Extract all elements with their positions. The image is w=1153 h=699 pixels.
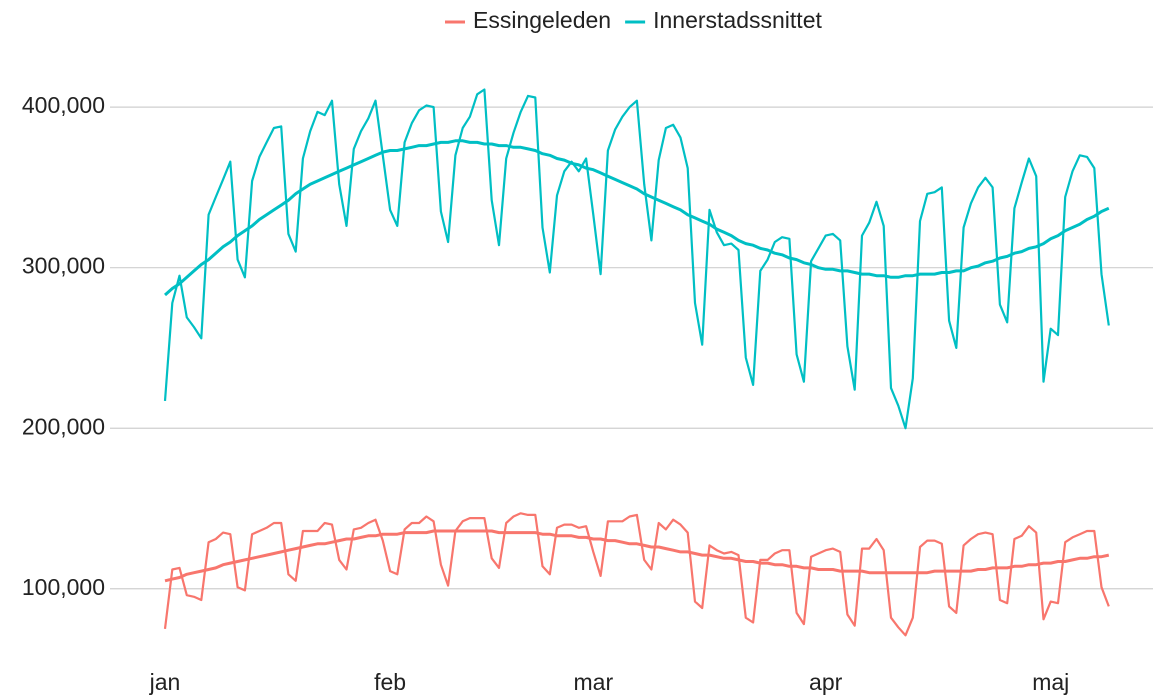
y-tick-label: 200,000	[22, 413, 105, 439]
series-line	[163, 512, 1110, 637]
trend-line	[164, 529, 1110, 583]
series-line	[163, 88, 1110, 430]
y-tick-label: 100,000	[22, 574, 105, 600]
x-tick-label: feb	[374, 669, 406, 695]
trend-line	[164, 139, 1110, 297]
y-tick-label: 400,000	[22, 92, 105, 118]
x-tick-label: apr	[809, 669, 843, 695]
legend-label: Innerstadssnittet	[653, 7, 822, 33]
x-tick-label: jan	[149, 669, 181, 695]
legend-label: Essingeleden	[473, 7, 611, 33]
x-tick-label: maj	[1032, 669, 1069, 695]
x-tick-label: mar	[574, 669, 614, 695]
y-tick-label: 300,000	[22, 253, 105, 279]
